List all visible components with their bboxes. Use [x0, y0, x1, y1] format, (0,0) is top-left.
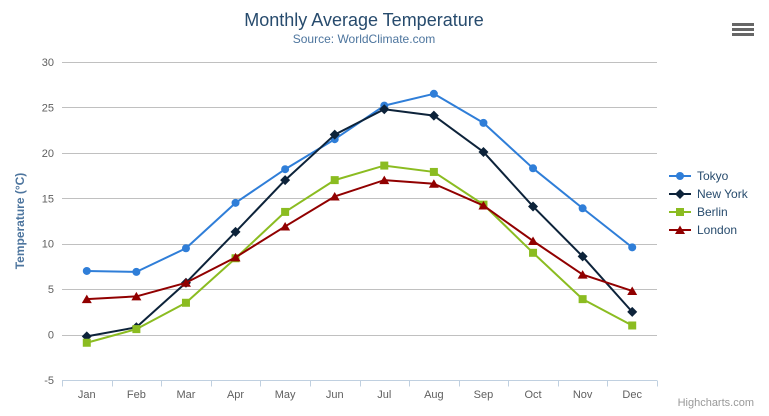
axis-label: Jul — [377, 389, 391, 401]
axis-label: Temperature (°C) — [13, 173, 27, 270]
data-point[interactable] — [578, 295, 587, 304]
data-point[interactable] — [230, 226, 241, 237]
axis-label: 15 — [42, 193, 54, 205]
axis-label: 30 — [42, 57, 54, 69]
data-point[interactable] — [230, 252, 241, 262]
series-london — [81, 175, 638, 304]
axis-label: 25 — [42, 102, 54, 114]
data-point[interactable] — [82, 338, 91, 347]
legend-item-berlin[interactable]: Berlin — [668, 203, 748, 221]
data-point[interactable] — [81, 294, 92, 304]
data-point[interactable] — [528, 236, 539, 245]
legend: Tokyo New York Berlin London — [668, 167, 748, 239]
data-point[interactable] — [428, 110, 439, 121]
legend-label: London — [697, 223, 738, 237]
chart-subtitle: Source: WorldClimate.com — [292, 32, 436, 46]
data-point[interactable] — [429, 167, 438, 176]
square-marker — [676, 208, 684, 216]
data-point[interactable] — [379, 175, 390, 185]
triangle-marker — [675, 225, 685, 234]
diamond-icon — [669, 189, 691, 199]
data-point[interactable] — [379, 104, 390, 115]
axis-label: 0 — [48, 330, 54, 342]
axis-label: Sep — [474, 389, 494, 401]
diamond-marker — [675, 189, 685, 199]
data-point[interactable] — [281, 165, 290, 174]
axis-label: Aug — [424, 389, 444, 401]
axis-label: Jun — [326, 389, 344, 401]
data-point[interactable] — [132, 325, 141, 334]
data-point[interactable] — [131, 291, 142, 301]
data-point[interactable] — [180, 278, 191, 287]
data-point[interactable] — [329, 129, 340, 140]
square-icon — [669, 208, 691, 216]
data-point[interactable] — [627, 286, 638, 295]
axis-label: Dec — [622, 389, 642, 401]
data-point[interactable] — [529, 164, 538, 173]
axis-label: Mar — [176, 389, 195, 401]
data-point[interactable] — [429, 89, 438, 98]
triangle-icon — [669, 225, 691, 234]
axis-label: Feb — [127, 389, 146, 401]
axis-label: 20 — [42, 148, 54, 160]
credits-link[interactable]: Highcharts.com — [677, 397, 754, 409]
circle-icon — [669, 172, 691, 180]
series-line — [85, 108, 634, 338]
data-point[interactable] — [181, 244, 190, 253]
data-point[interactable] — [132, 267, 141, 276]
series-tokyo — [82, 89, 637, 276]
series-new-york — [81, 104, 638, 342]
data-point[interactable] — [329, 191, 340, 201]
data-point[interactable] — [280, 175, 291, 186]
data-point[interactable] — [478, 201, 489, 210]
legend-item-tokyo[interactable]: Tokyo — [668, 167, 748, 185]
data-point[interactable] — [280, 221, 291, 231]
data-point[interactable] — [577, 270, 588, 279]
data-point[interactable] — [628, 243, 637, 252]
axis-label: 10 — [42, 239, 54, 251]
data-point[interactable] — [529, 248, 538, 257]
series-line — [85, 179, 634, 301]
axis-label: -5 — [44, 375, 54, 387]
circle-marker — [676, 172, 684, 180]
data-point[interactable] — [528, 201, 539, 212]
axis-label: Nov — [573, 389, 593, 401]
data-point[interactable] — [428, 179, 439, 188]
legend-label: Tokyo — [697, 169, 729, 183]
data-point[interactable] — [380, 161, 389, 170]
axis-label: Oct — [524, 389, 541, 401]
data-point[interactable] — [627, 306, 638, 317]
data-point[interactable] — [577, 251, 588, 262]
legend-item-london[interactable]: London — [668, 221, 748, 239]
data-point[interactable] — [181, 298, 190, 307]
series-berlin — [82, 161, 637, 347]
data-point[interactable] — [281, 207, 290, 216]
data-point[interactable] — [330, 176, 339, 185]
hamburger-icon — [732, 22, 754, 38]
series-line — [85, 164, 634, 344]
axis-label: Apr — [227, 389, 244, 401]
legend-label: New York — [697, 187, 748, 201]
data-point[interactable] — [628, 321, 637, 330]
series-line — [85, 92, 634, 273]
data-point[interactable] — [578, 204, 587, 213]
chart-title: Monthly Average Temperature — [244, 10, 484, 30]
data-point[interactable] — [478, 146, 489, 157]
export-menu-button[interactable] — [729, 19, 757, 41]
data-point[interactable] — [479, 118, 488, 127]
data-point[interactable] — [231, 198, 240, 207]
data-point[interactable] — [82, 266, 91, 275]
legend-label: Berlin — [697, 205, 728, 219]
axis-label: 5 — [48, 284, 54, 296]
axis-label: Jan — [78, 389, 96, 401]
legend-item-new-york[interactable]: New York — [668, 185, 748, 203]
axis-label: May — [275, 389, 296, 401]
